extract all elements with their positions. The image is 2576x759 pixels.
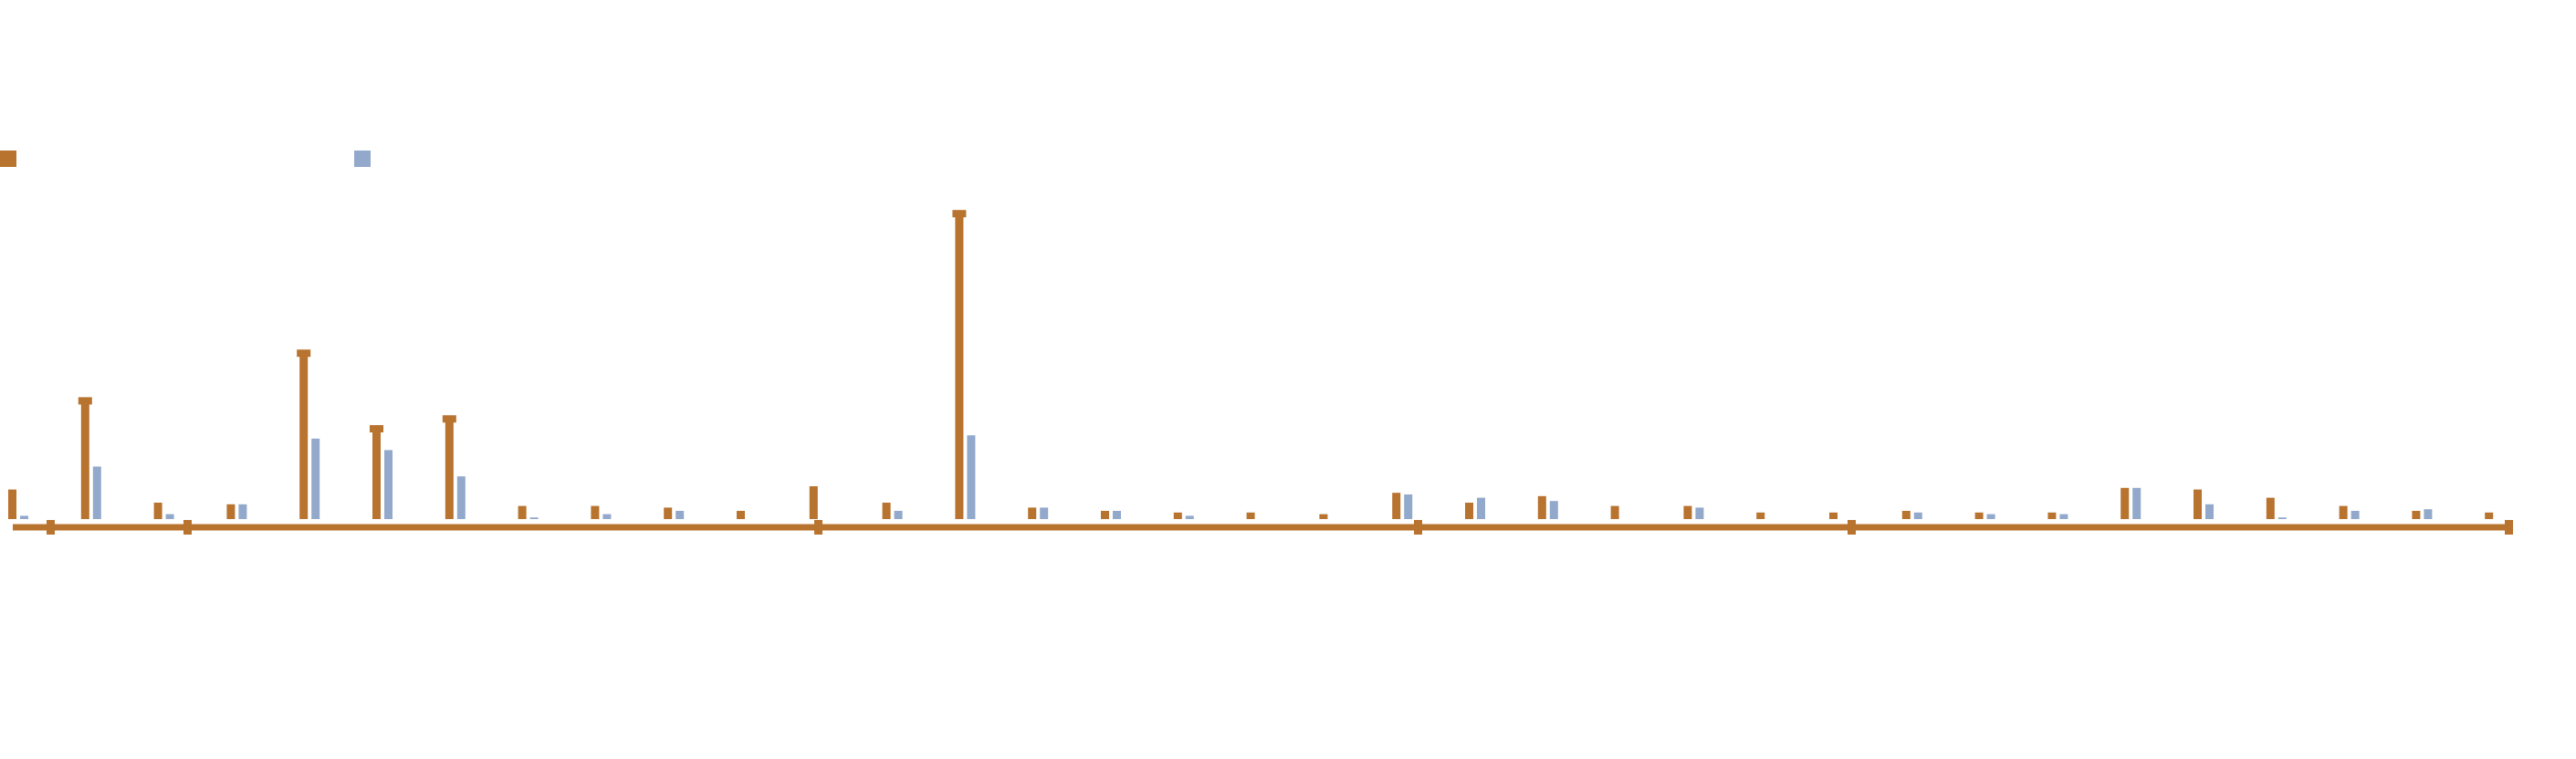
bar xyxy=(2412,511,2421,519)
bar xyxy=(153,503,162,519)
bar xyxy=(882,503,891,519)
bar xyxy=(384,450,393,519)
bar xyxy=(2194,489,2202,519)
bar xyxy=(1549,501,1558,519)
bar xyxy=(591,505,600,519)
bar xyxy=(1392,493,1401,519)
bar xyxy=(165,514,174,519)
bar xyxy=(1901,511,1911,519)
bar xyxy=(226,504,236,519)
pipe-joint xyxy=(1848,520,1856,535)
bar xyxy=(1319,514,1328,519)
bar xyxy=(1537,495,1546,519)
bar xyxy=(894,511,903,519)
bar xyxy=(1246,512,1255,519)
bar xyxy=(602,514,612,519)
bar xyxy=(2351,511,2360,519)
bar xyxy=(238,504,247,519)
bar xyxy=(518,505,527,519)
bar xyxy=(1913,512,1922,519)
bar xyxy=(675,511,685,519)
bar xyxy=(2278,517,2287,519)
bar xyxy=(311,438,320,519)
bar xyxy=(1974,512,1984,519)
bar xyxy=(1465,503,1473,519)
bar xyxy=(967,435,976,519)
bar xyxy=(1829,512,1838,519)
bar-cap xyxy=(442,415,456,423)
bar xyxy=(299,353,309,519)
bar xyxy=(809,486,818,519)
bar xyxy=(1101,511,1109,519)
bar xyxy=(1028,507,1037,519)
pipe-joint xyxy=(47,520,55,535)
bar xyxy=(664,507,673,519)
bar xyxy=(1185,515,1194,519)
bar xyxy=(1173,512,1182,519)
legend-swatch xyxy=(0,151,16,167)
legend-swatch xyxy=(354,151,371,167)
bar xyxy=(1610,505,1619,519)
pipe-joint xyxy=(1414,520,1422,535)
bar-cap xyxy=(78,397,92,405)
bar xyxy=(372,429,381,519)
bar xyxy=(1683,505,1692,519)
bar xyxy=(955,213,964,519)
bar xyxy=(80,400,89,519)
bar xyxy=(1404,494,1413,519)
bar-cap xyxy=(952,210,967,218)
bar xyxy=(1756,512,1765,519)
bar xyxy=(1113,511,1121,519)
bar xyxy=(1040,507,1049,519)
bar xyxy=(2339,505,2348,519)
bar xyxy=(2266,497,2275,519)
bar xyxy=(2120,487,2130,519)
bar xyxy=(737,511,745,519)
pipe xyxy=(13,520,2513,535)
pipe-joint xyxy=(2505,520,2513,535)
bar xyxy=(2132,487,2141,519)
bar xyxy=(456,476,466,519)
bar xyxy=(20,515,28,519)
bar xyxy=(2485,512,2494,519)
bar xyxy=(92,466,101,519)
pipe-joint xyxy=(814,520,822,535)
bar xyxy=(2424,509,2433,519)
bar-cap xyxy=(297,349,311,358)
bar xyxy=(445,419,454,519)
bar xyxy=(2059,514,2068,519)
bar xyxy=(2047,512,2057,519)
bar xyxy=(529,517,539,519)
pipe-joint xyxy=(183,520,192,535)
bar xyxy=(1986,514,1995,519)
bar xyxy=(8,489,16,519)
bar xyxy=(2205,504,2214,519)
bar xyxy=(1695,507,1704,519)
bar xyxy=(1477,497,1485,519)
bar-cap xyxy=(370,425,383,432)
